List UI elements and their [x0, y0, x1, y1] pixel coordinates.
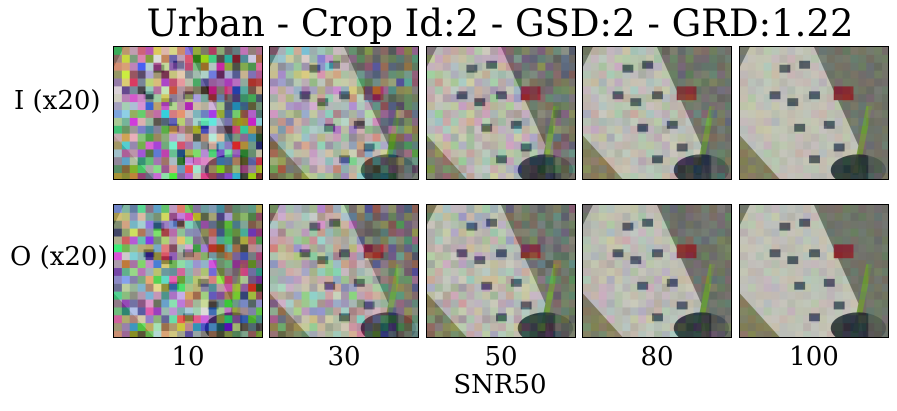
figure-title: Urban - Crop Id:2 - GSD:2 - GRD:1.22 [146, 2, 854, 45]
row-label-output: O (x20) [10, 242, 108, 272]
image-crop-output-snr-100 [739, 204, 889, 338]
column-label-snr-100: 100 [789, 342, 839, 372]
column-label-snr-10: 10 [171, 342, 205, 372]
image-crop-output-snr-10 [113, 204, 263, 338]
image-crop-input-snr-50 [426, 46, 576, 180]
image-crop-output-snr-30 [269, 204, 419, 338]
image-crop-input-snr-80 [582, 46, 732, 180]
column-label-snr-50: 50 [484, 342, 518, 372]
column-label-snr-80: 80 [640, 342, 674, 372]
image-crop-input-snr-100 [739, 46, 889, 180]
column-label-snr-30: 30 [327, 342, 361, 372]
image-crop-output-snr-50 [426, 204, 576, 338]
row-label-input: I (x20) [14, 86, 101, 116]
x-axis-label: SNR50 [453, 370, 547, 400]
image-crop-output-snr-80 [582, 204, 732, 338]
image-crop-input-snr-30 [269, 46, 419, 180]
image-crop-input-snr-10 [113, 46, 263, 180]
